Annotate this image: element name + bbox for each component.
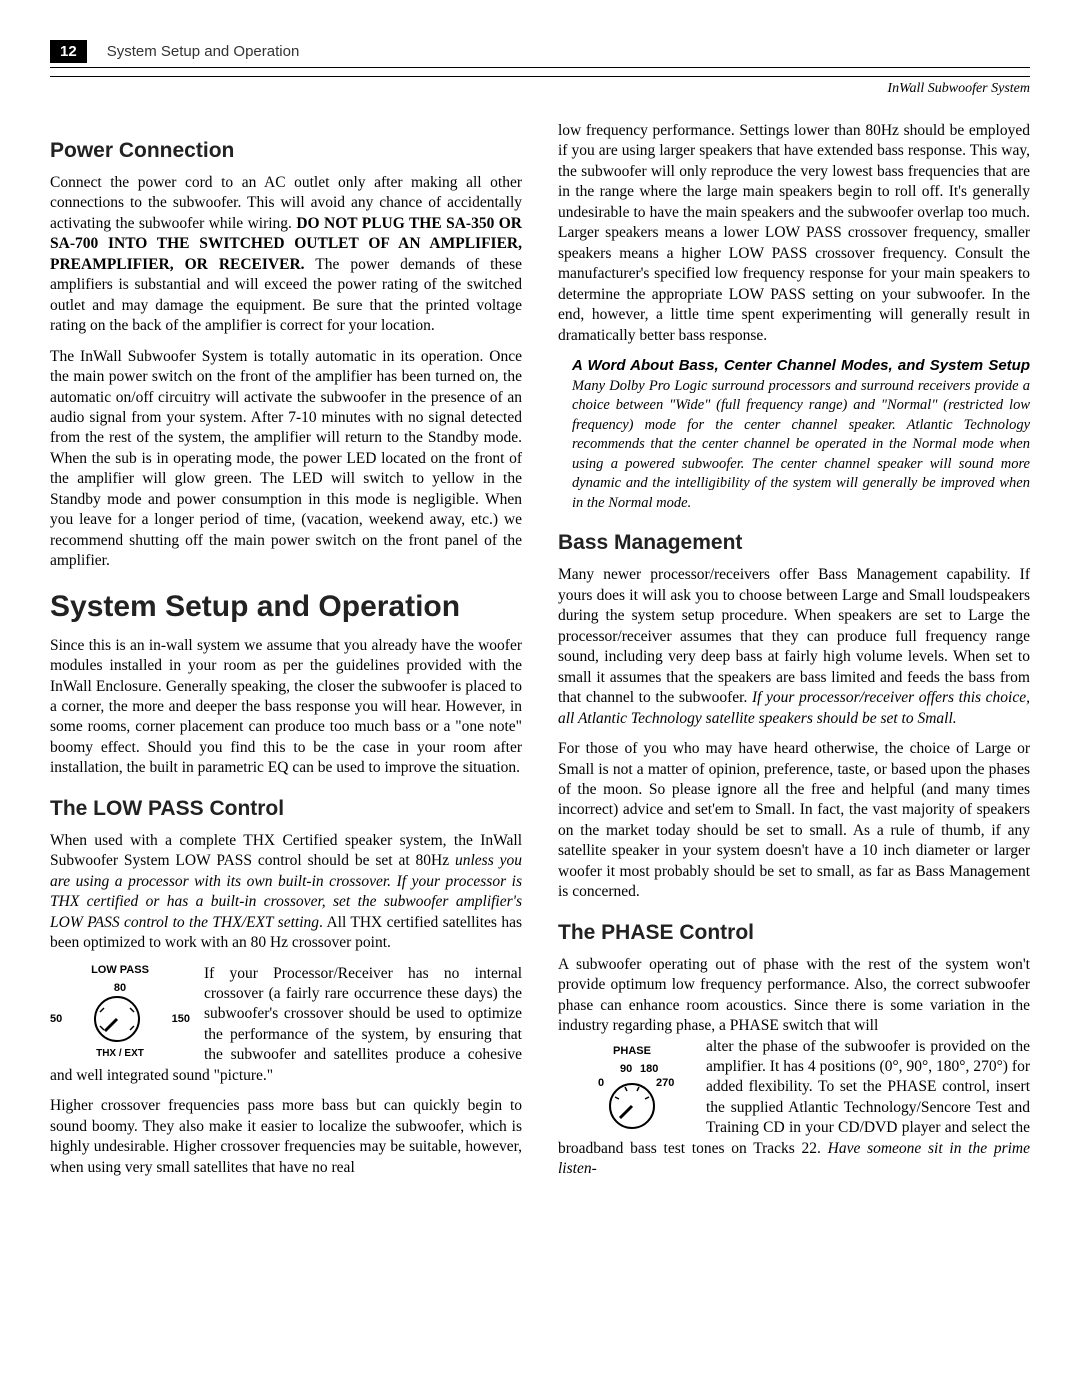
para: Many newer processor/receivers offer Bas… bbox=[558, 565, 1030, 729]
para: For those of you who may have heard othe… bbox=[558, 739, 1030, 903]
dial-90: 90 bbox=[620, 1063, 632, 1075]
dial-bottom-label: THX / EXT bbox=[50, 1048, 190, 1059]
dial-right-num: 150 bbox=[172, 1013, 190, 1025]
para: low frequency performance. Settings lowe… bbox=[558, 121, 1030, 346]
dial-180: 180 bbox=[640, 1063, 658, 1075]
left-column: Power Connection Connect the power cord … bbox=[50, 121, 522, 1190]
dial-0: 0 bbox=[598, 1077, 604, 1089]
page-header: 12 System Setup and Operation bbox=[50, 40, 1030, 68]
heading-lowpass: The LOW PASS Control bbox=[50, 797, 522, 821]
heading-bass-management: Bass Management bbox=[558, 531, 1030, 555]
dial-row: 50 150 bbox=[50, 994, 190, 1044]
lowpass-dial-figure: LOW PASS 80 50 150 THX / EXT bbox=[50, 964, 190, 1059]
heading-phase: The PHASE Control bbox=[558, 921, 1030, 945]
dial-left-num: 50 bbox=[50, 1013, 62, 1025]
dial-title: PHASE bbox=[572, 1045, 692, 1057]
content-columns: Power Connection Connect the power cord … bbox=[50, 121, 1030, 1190]
para: Since this is an in-wall system we assum… bbox=[50, 636, 522, 779]
dial-icon bbox=[607, 1081, 657, 1131]
para: When used with a complete THX Certified … bbox=[50, 831, 522, 954]
para: Higher crossover frequencies pass more b… bbox=[50, 1096, 522, 1178]
para: Connect the power cord to an AC outlet o… bbox=[50, 173, 522, 337]
phase-dial-figure: PHASE 90 180 0 270 bbox=[572, 1037, 692, 1133]
dial-top-num: 80 bbox=[50, 982, 190, 994]
text: When used with a complete THX Certified … bbox=[50, 832, 522, 869]
para: A subwoofer operating out of phase with … bbox=[558, 955, 1030, 1037]
header-product: InWall Subwoofer System bbox=[50, 76, 1030, 97]
heading-power-connection: Power Connection bbox=[50, 139, 522, 163]
note-body: Many Dolby Pro Logic surround processors… bbox=[572, 378, 1030, 511]
text: Many newer processor/receivers offer Bas… bbox=[558, 566, 1030, 706]
header-section: System Setup and Operation bbox=[107, 43, 300, 60]
page-number: 12 bbox=[50, 40, 87, 63]
dial-icon bbox=[92, 994, 142, 1044]
dial-wrapper: 90 180 0 270 bbox=[592, 1063, 672, 1133]
right-column: low frequency performance. Settings lowe… bbox=[558, 121, 1030, 1190]
heading-system-setup: System Setup and Operation bbox=[50, 590, 522, 624]
para: The InWall Subwoofer System is totally a… bbox=[50, 347, 522, 572]
dial-270: 270 bbox=[656, 1077, 674, 1089]
dial-title: LOW PASS bbox=[50, 964, 190, 976]
phase-figure-block: PHASE 90 180 0 270 alter the phase of th… bbox=[558, 1037, 1030, 1190]
note-block: A Word About Bass, Center Channel Modes,… bbox=[572, 356, 1030, 514]
note-title: A Word About Bass, Center Channel Modes,… bbox=[572, 357, 1030, 374]
lowpass-figure-block: LOW PASS 80 50 150 THX / EXT If your Pro… bbox=[50, 964, 522, 1097]
note-text: A Word About Bass, Center Channel Modes,… bbox=[572, 356, 1030, 514]
text-italic: Have someone sit in the prime listen- bbox=[558, 1140, 1030, 1177]
